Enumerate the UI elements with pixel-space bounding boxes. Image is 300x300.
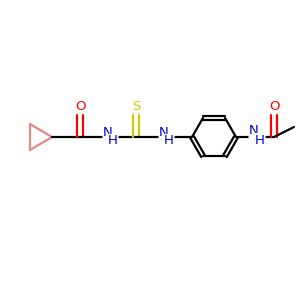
Text: O: O: [75, 100, 85, 112]
Text: S: S: [132, 100, 140, 112]
Text: N: N: [103, 125, 113, 139]
Text: N: N: [159, 125, 169, 139]
Text: O: O: [269, 100, 279, 112]
Text: N: N: [249, 124, 259, 137]
Text: H: H: [255, 134, 265, 146]
Text: H: H: [108, 134, 118, 148]
Text: H: H: [164, 134, 174, 148]
